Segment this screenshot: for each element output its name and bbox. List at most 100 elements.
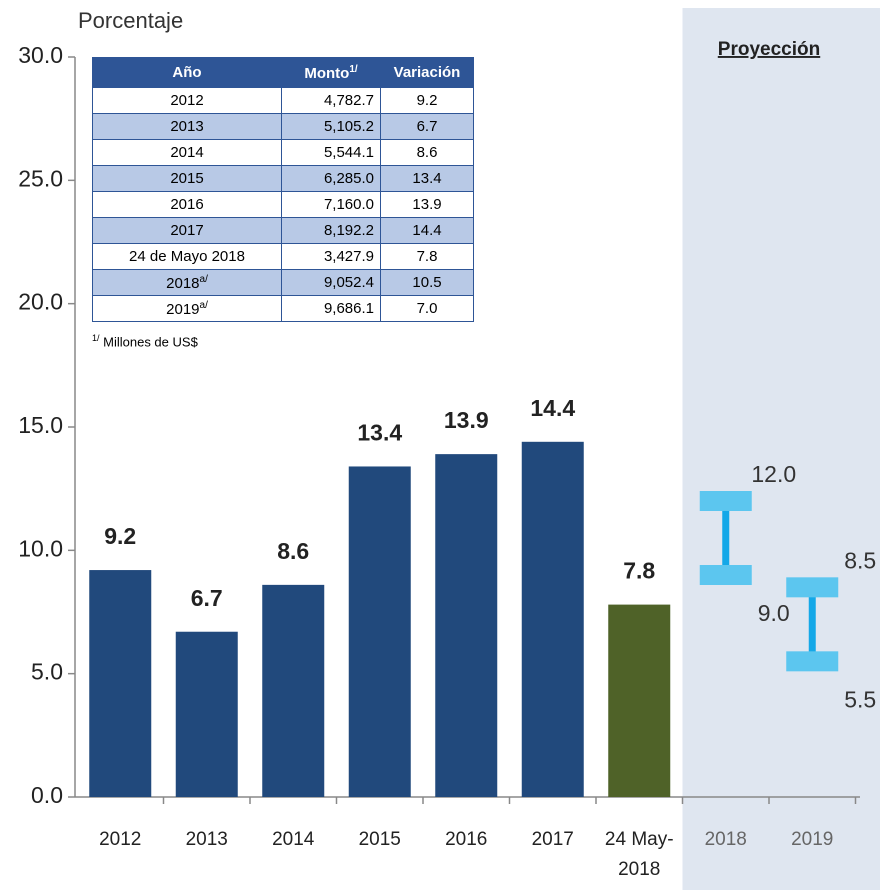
year: 2014 <box>170 144 204 161</box>
monto-cell: 5,544.1 <box>281 139 381 166</box>
table-row: 2018a/9,052.4 10.5 <box>92 269 474 296</box>
x-tick-label: 2013 <box>185 829 228 850</box>
monto-cell: 7,160.0 <box>281 191 381 218</box>
variacion-cell: 13.9 <box>380 191 474 218</box>
range-low-label: 5.5 <box>844 686 876 712</box>
bar <box>608 604 671 797</box>
year-cell: 2012 <box>92 87 282 114</box>
year-cell: 2015 <box>92 165 282 192</box>
data-table: Año Monto1/Variación 2012 4,782.7 9.2 2013 5,1… <box>92 57 474 322</box>
bar-value-label: 9.2 <box>104 523 136 549</box>
x-tick-label: 2019 <box>791 829 834 850</box>
bar-value-label: 13.4 <box>357 420 402 446</box>
table-header-row: Año Monto1/Variación <box>92 57 474 88</box>
year: 24 de Mayo 2018 <box>129 248 245 265</box>
footnote-mark: 1/ <box>92 333 100 343</box>
table-header-cell: Variación <box>380 57 474 88</box>
variacion-cell: 7.0 <box>380 295 474 322</box>
x-tick-label: 2015 <box>358 829 401 850</box>
variacion-cell: 8.6 <box>380 139 474 166</box>
y-tick-label: 10.0 <box>18 535 63 561</box>
table-row: 2014 5,544.1 8.6 <box>92 139 474 166</box>
year-cell: 2013 <box>92 113 282 140</box>
x-tick-label: 2014 <box>272 829 315 850</box>
y-tick-label: 5.0 <box>31 659 63 685</box>
projection-area <box>682 8 880 890</box>
y-tick-label: 0.0 <box>31 782 63 808</box>
bar <box>89 570 152 797</box>
range-low-label: 9.0 <box>758 600 790 626</box>
variacion-cell: 14.4 <box>380 217 474 244</box>
y-tick-label: 25.0 <box>18 165 63 191</box>
table-footnote: 1/ Millones de US$ <box>92 333 198 349</box>
year: 2013 <box>170 118 204 135</box>
year-cell: 2014 <box>92 139 282 166</box>
bar-value-label: 7.8 <box>623 558 655 584</box>
year: 2012 <box>170 92 204 109</box>
year-cell: 24 de Mayo 2018 <box>92 243 282 270</box>
range-high-cap <box>786 577 839 598</box>
bar <box>175 631 238 797</box>
monto-cell: 3,427.9 <box>281 243 381 270</box>
column-label: Monto <box>304 64 350 82</box>
year-note: a/ <box>199 273 208 285</box>
x-tick-label: 2017 <box>531 829 574 850</box>
x-tick-label: 2018 <box>704 829 747 850</box>
bar <box>435 454 498 797</box>
table-row: 2013 5,105.2 6.7 <box>92 113 474 140</box>
x-tick-label: 2012 <box>99 829 142 850</box>
range-high-cap <box>699 491 752 511</box>
bar <box>262 584 325 797</box>
bar-value-label: 6.7 <box>191 585 223 611</box>
monto-cell: 6,285.0 <box>281 165 381 192</box>
projection-label: Proyección <box>718 39 820 60</box>
variacion-cell: 7.8 <box>380 243 474 270</box>
monto-cell: 9,686.1 <box>281 295 381 322</box>
bar-value-label: 8.6 <box>277 538 309 564</box>
variacion-cell: 13.4 <box>380 165 474 192</box>
year-note: a/ <box>199 299 208 311</box>
column-note: 1/ <box>349 63 358 75</box>
table-row: 2019a/9,686.1 7.0 <box>92 295 474 322</box>
monto-cell: 8,192.2 <box>281 217 381 244</box>
range-high-label: 12.0 <box>751 461 796 487</box>
variacion-cell: 9.2 <box>380 87 474 114</box>
monto-cell: 5,105.2 <box>281 113 381 140</box>
bar-value-label: 14.4 <box>530 395 575 421</box>
monto-cell: 4,782.7 <box>281 87 381 114</box>
range-low-cap <box>786 651 839 672</box>
y-axis-label: Porcentaje <box>78 8 183 33</box>
y-tick-label: 30.0 <box>18 42 63 68</box>
variacion-cell: 10.5 <box>380 269 474 296</box>
variacion-cell: 6.7 <box>380 113 474 140</box>
year: 2019 <box>166 300 200 318</box>
x-tick-label: 24 May-2018 <box>604 829 674 880</box>
x-tick-label: 2016 <box>445 829 488 850</box>
table-row: 2017 8,192.2 14.4 <box>92 217 474 244</box>
year: 2016 <box>170 196 204 213</box>
table-row: 2016 7,160.0 13.9 <box>92 191 474 218</box>
y-tick-label: 20.0 <box>18 289 63 315</box>
table-row: 2015 6,285.0 13.4 <box>92 165 474 192</box>
year-cell: 2018a/ <box>92 269 282 296</box>
year-cell: 2017 <box>92 217 282 244</box>
y-tick-label: 15.0 <box>18 412 63 438</box>
year: 2017 <box>170 222 204 239</box>
year: 2018 <box>166 274 200 292</box>
bar <box>521 441 584 797</box>
column-label: Año <box>172 64 202 81</box>
table-row: 24 de Mayo 2018 3,427.9 7.8 <box>92 243 474 270</box>
table-row: 2012 4,782.7 9.2 <box>92 87 474 114</box>
range-low-cap <box>699 565 752 585</box>
year-cell: 2016 <box>92 191 282 218</box>
table-header-cell: Año <box>92 57 282 88</box>
range-high-label: 8.5 <box>844 547 876 573</box>
bar <box>348 466 411 797</box>
column-label: Variación <box>393 64 461 81</box>
footnote-text: Millones de US$ <box>103 334 198 350</box>
table-header-cell: Monto1/ <box>281 57 381 88</box>
year: 2015 <box>170 170 204 187</box>
year-cell: 2019a/ <box>92 295 282 322</box>
